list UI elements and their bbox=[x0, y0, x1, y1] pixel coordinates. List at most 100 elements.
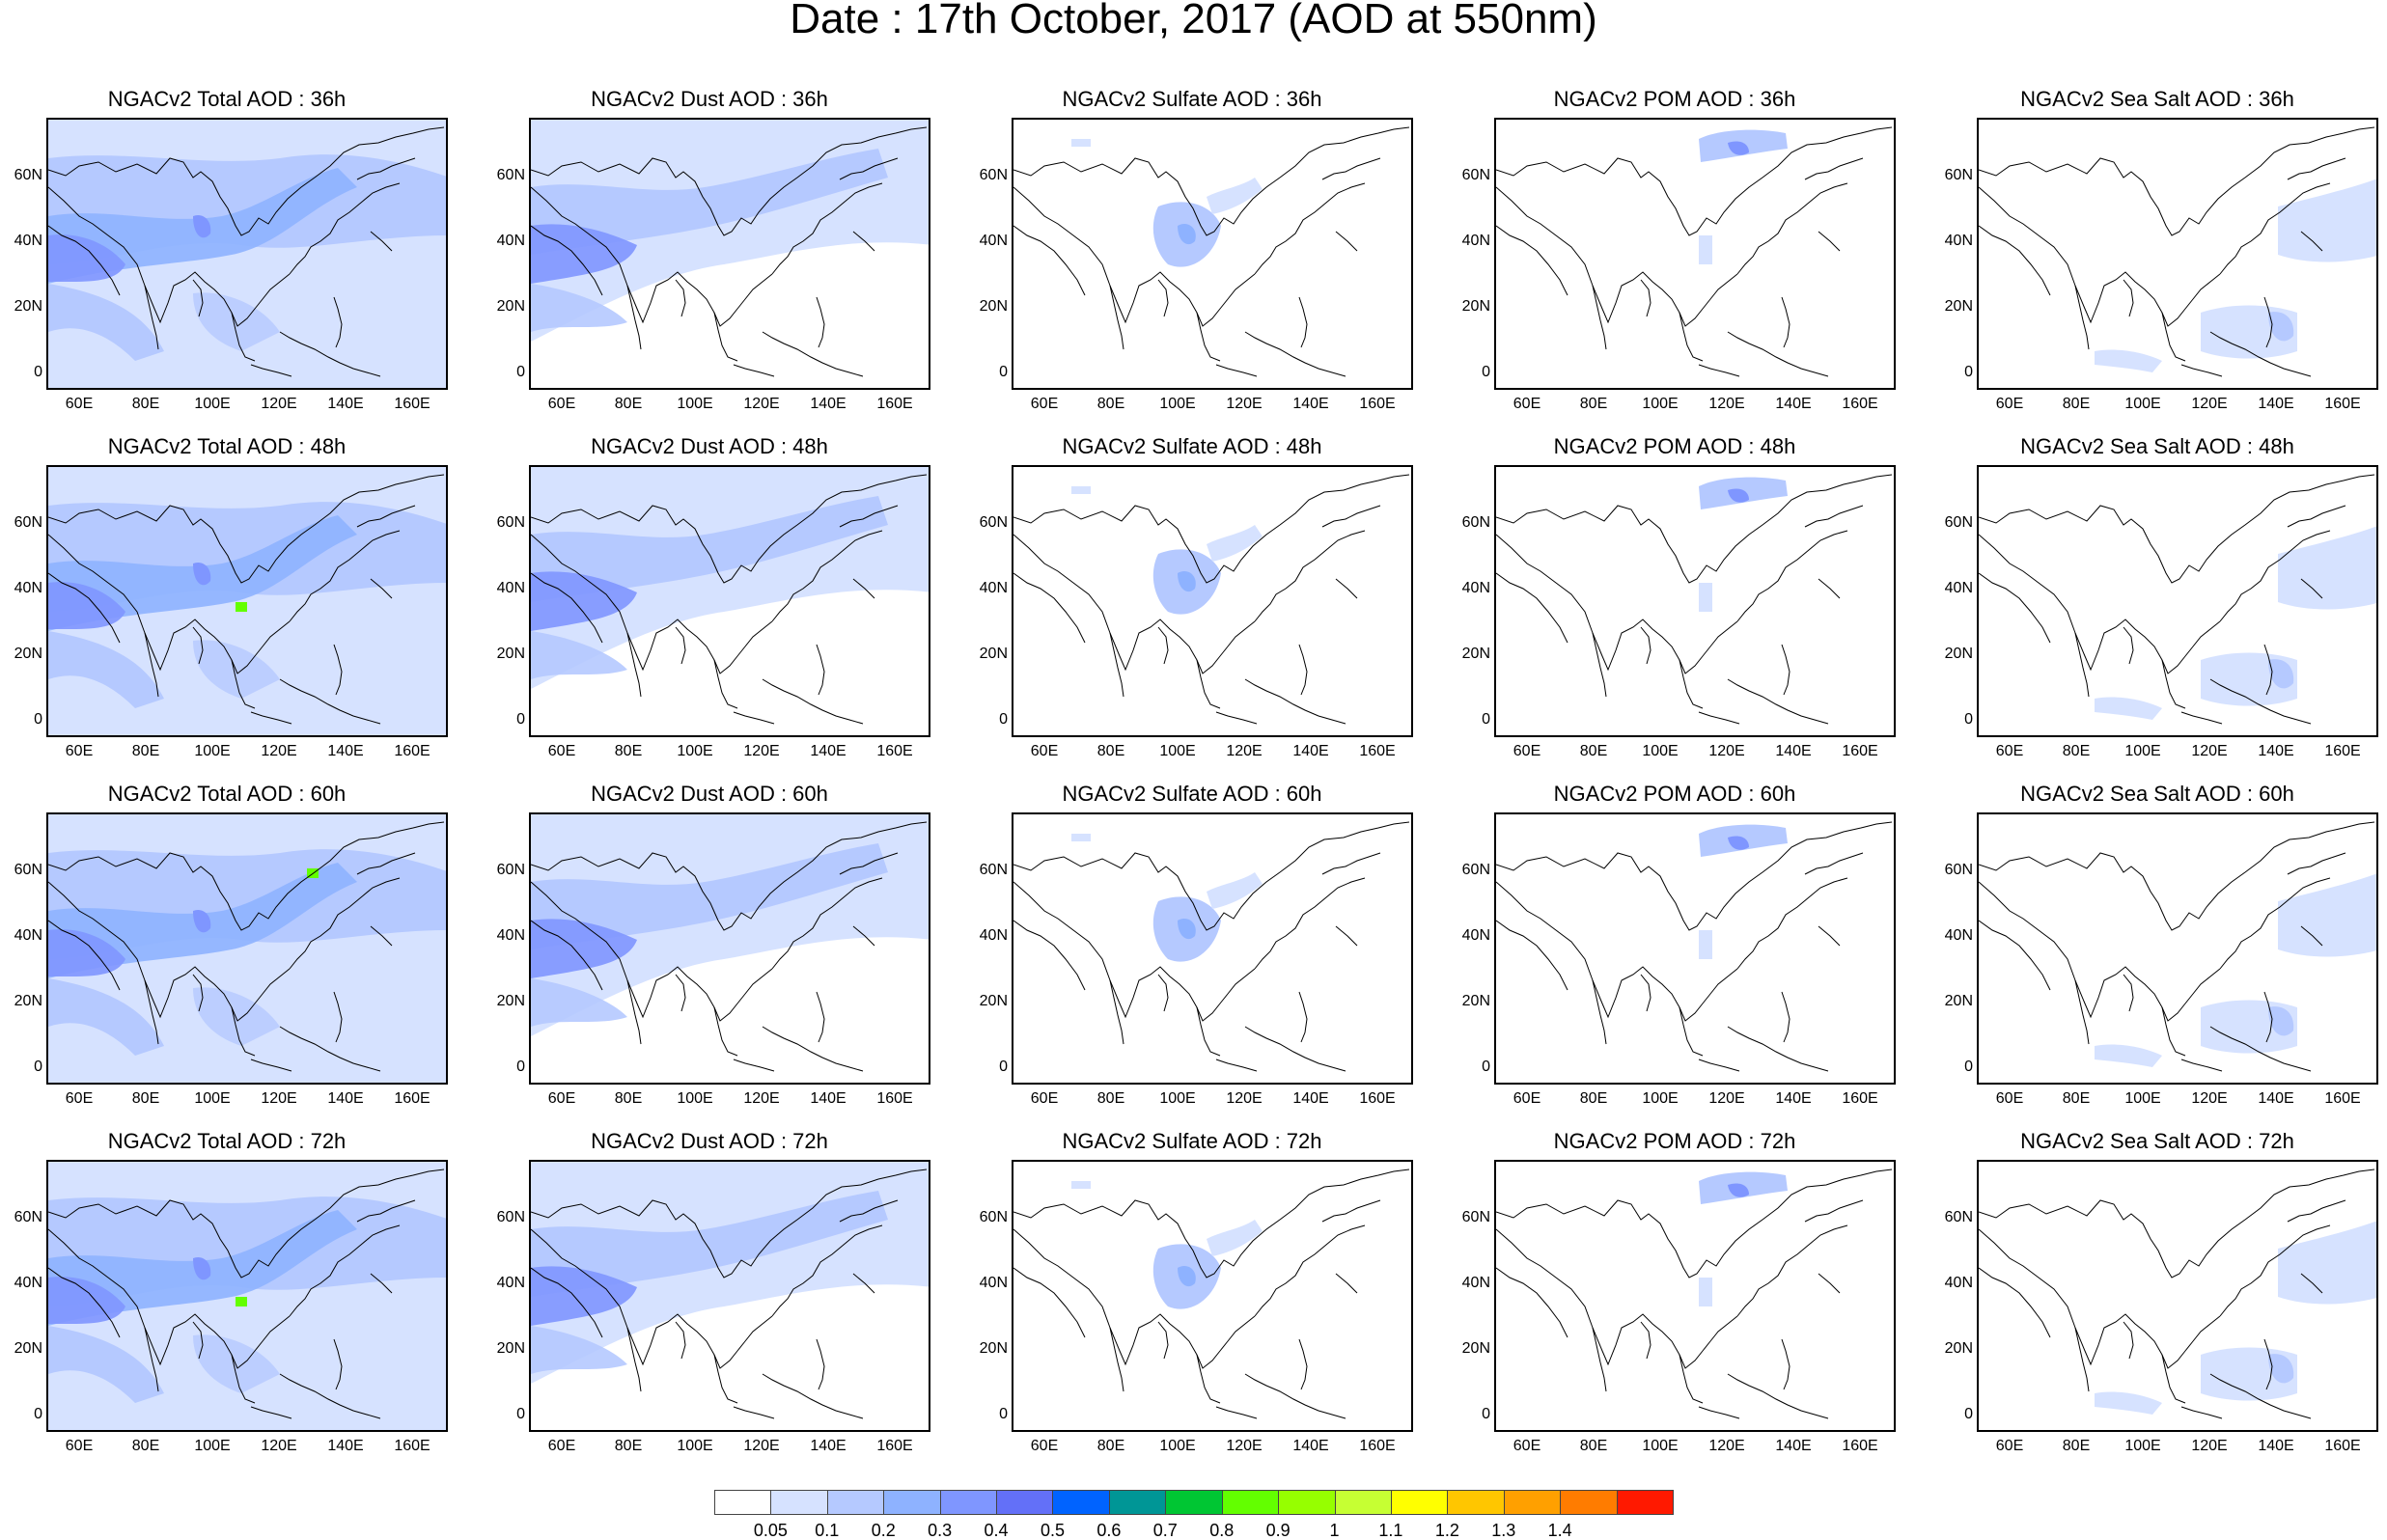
aod-region-low bbox=[2095, 1044, 2162, 1067]
aod-hotspot bbox=[236, 1297, 247, 1306]
lon-tick-label: 140E bbox=[1775, 1090, 1812, 1107]
coastline bbox=[1736, 877, 1848, 970]
panel-title: NGACv2 Dust AOD : 48h bbox=[591, 434, 828, 458]
panel-title: NGACv2 Sulfate AOD : 72h bbox=[1062, 1129, 1322, 1153]
coastline bbox=[289, 877, 401, 970]
lon-tick-label: 100E bbox=[1642, 1438, 1679, 1454]
colorbar-cell bbox=[1165, 1490, 1223, 1515]
coastline bbox=[48, 920, 121, 991]
coastline bbox=[1736, 1224, 1848, 1317]
aod-region-medium bbox=[2268, 1006, 2294, 1036]
coastline bbox=[531, 920, 603, 991]
lon-tick-label: 160E bbox=[1842, 396, 1878, 412]
colorbar bbox=[714, 1490, 1674, 1517]
lat-tick-label: 60N bbox=[1944, 862, 1973, 878]
map-panel-pom-72h: NGACv2 POM AOD : 72h 60N 40N 20N 0 60E 80E 100E… bbox=[1448, 1129, 1901, 1471]
coastline bbox=[144, 285, 159, 350]
coastline bbox=[48, 821, 445, 931]
lat-tick-label: 40N bbox=[1944, 927, 1973, 944]
coastline bbox=[356, 852, 416, 875]
map-panel-pom-60h: NGACv2 POM AOD : 60h 60N 40N 20N 0 60E 80E 100E… bbox=[1448, 782, 1901, 1124]
lat-tick-label: 40N bbox=[1461, 1275, 1490, 1291]
lat-tick-label: 0 bbox=[516, 364, 525, 380]
aod-region-very_high bbox=[193, 909, 211, 933]
coastline bbox=[2209, 678, 2312, 725]
aod-region-low bbox=[2278, 873, 2376, 957]
coastline bbox=[852, 1273, 875, 1294]
lat-tick-label: 20N bbox=[14, 1340, 42, 1357]
coastline bbox=[839, 157, 899, 180]
colorbar-cell bbox=[939, 1490, 998, 1515]
aod-region-low bbox=[1071, 834, 1091, 841]
coastline bbox=[1013, 1169, 1410, 1279]
coastline bbox=[2300, 231, 2323, 252]
map-panel-total-48h: NGACv2 Total AOD : 48h 60N 40N 20N 0 60E 80E 10… bbox=[0, 434, 454, 777]
coastline bbox=[816, 1338, 825, 1390]
coastline bbox=[370, 925, 393, 947]
lat-tick-label: 40N bbox=[1944, 233, 1973, 249]
lon-tick-label: 60E bbox=[547, 1090, 576, 1107]
coastline bbox=[1979, 881, 2221, 1022]
coastline bbox=[1496, 186, 1738, 327]
map-panel-total-72h: NGACv2 Total AOD : 72h 60N 40N 20N 0 60E 80E 10… bbox=[0, 1129, 454, 1471]
aod-region-medium bbox=[48, 284, 164, 361]
lon-tick-label: 80E bbox=[614, 743, 643, 759]
coastline bbox=[48, 572, 121, 644]
coastline bbox=[1979, 126, 2375, 236]
coastline bbox=[2074, 979, 2090, 1045]
lon-tick-label: 140E bbox=[2258, 1438, 2294, 1454]
lon-tick-label: 60E bbox=[1513, 1438, 1541, 1454]
map-panel-total-36h: NGACv2 Total AOD : 36h 60N 40N 20N 0 60E 80E 10… bbox=[0, 87, 454, 429]
lat-tick-label: 20N bbox=[1461, 993, 1490, 1009]
lat-tick-label: 20N bbox=[14, 298, 42, 315]
coastline bbox=[816, 991, 825, 1043]
coastline bbox=[1013, 1228, 1256, 1369]
map-frame bbox=[529, 1160, 930, 1432]
coastline bbox=[531, 1169, 928, 1279]
lon-tick-label: 120E bbox=[261, 743, 297, 759]
map-panel-dust-36h: NGACv2 Dust AOD : 36h 60N 40N 20N 0 60E 80E 100… bbox=[483, 87, 936, 429]
lon-tick-label: 160E bbox=[394, 743, 430, 759]
coastline bbox=[1727, 1373, 1829, 1419]
lon-tick-label: 160E bbox=[1842, 743, 1878, 759]
coastline bbox=[192, 1321, 204, 1360]
coastline bbox=[231, 1006, 256, 1057]
coastline bbox=[1640, 279, 1651, 317]
coastline bbox=[1157, 974, 1169, 1012]
lon-tick-label: 120E bbox=[1708, 743, 1745, 759]
lat-tick-label: 40N bbox=[14, 580, 42, 596]
coastline bbox=[279, 1373, 381, 1419]
coastline bbox=[1496, 225, 1568, 296]
lon-tick-label: 100E bbox=[677, 1438, 713, 1454]
coastline bbox=[2287, 1199, 2346, 1223]
coastline bbox=[1640, 1321, 1651, 1360]
coastline bbox=[1335, 925, 1358, 947]
coastline bbox=[1804, 852, 1864, 875]
coastline bbox=[1496, 881, 1738, 1022]
coastline bbox=[2123, 1321, 2134, 1360]
map-panel-seasalt-48h: NGACv2 Sea Salt AOD : 48h 60N 40N 20N 0 60E 80… bbox=[1930, 434, 2384, 777]
coastline bbox=[762, 331, 864, 377]
colorbar-cell bbox=[1108, 1490, 1167, 1515]
main-title: Date : 17th October, 2017 (AOD at 550nm) bbox=[790, 0, 1597, 42]
panel-title: NGACv2 Sea Salt AOD : 72h bbox=[2020, 1129, 2294, 1153]
aod-region-medium bbox=[531, 631, 627, 679]
coastline bbox=[48, 881, 291, 1022]
colorbar-cell bbox=[1278, 1490, 1336, 1515]
lon-tick-label: 100E bbox=[1642, 1090, 1679, 1107]
aod-region-very_high bbox=[48, 1277, 125, 1325]
coastline bbox=[839, 1199, 899, 1223]
lat-tick-label: 0 bbox=[1964, 1059, 1973, 1075]
coastline bbox=[1592, 632, 1607, 698]
aod-region-low bbox=[1071, 486, 1091, 494]
colorbar-tick-label: 0.8 bbox=[1209, 1521, 1235, 1540]
lon-tick-label: 80E bbox=[614, 396, 643, 412]
lon-tick-label: 100E bbox=[677, 396, 713, 412]
lat-tick-label: 0 bbox=[516, 1406, 525, 1422]
lon-tick-label: 160E bbox=[394, 396, 430, 412]
map-panel-dust-72h: NGACv2 Dust AOD : 72h 60N 40N 20N 0 60E 80E 100… bbox=[483, 1129, 936, 1471]
lon-tick-label: 160E bbox=[1359, 743, 1396, 759]
colorbar-tick-label: 0.4 bbox=[984, 1521, 1009, 1540]
lat-tick-label: 40N bbox=[1461, 580, 1490, 596]
coastline bbox=[531, 881, 773, 1022]
